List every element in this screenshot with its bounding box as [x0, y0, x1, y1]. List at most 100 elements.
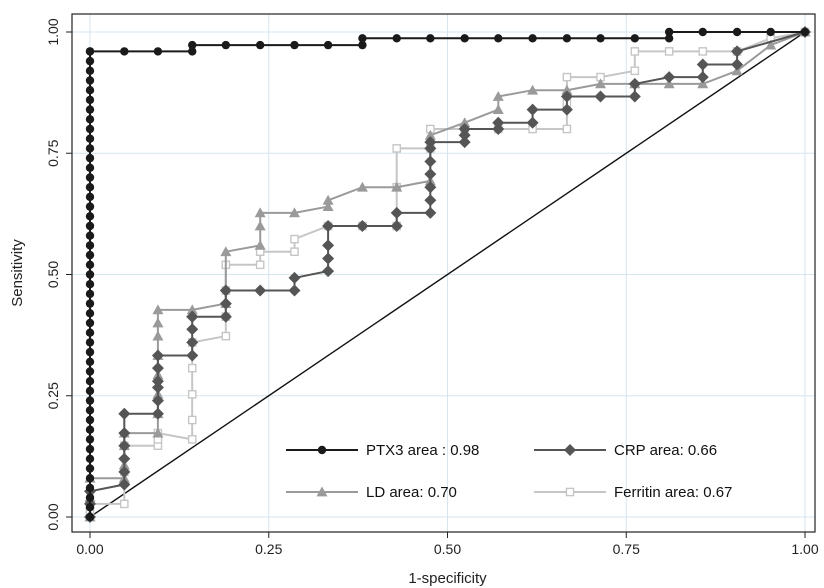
data-point: [800, 27, 810, 37]
data-point: [85, 406, 95, 415]
data-point: [358, 34, 367, 43]
legend-item: LD area: 0.70: [286, 484, 457, 501]
data-point: [152, 427, 164, 438]
data-point: [698, 27, 707, 37]
data-point: [390, 206, 403, 219]
data-point: [85, 56, 95, 66]
data-point: [424, 142, 437, 155]
data-point: [85, 95, 95, 105]
data-point: [322, 252, 335, 265]
x-axis-label: 1-specificity: [408, 570, 487, 587]
data-point: [664, 47, 674, 56]
data-point: [186, 304, 198, 315]
plot-frame: [71, 13, 816, 533]
data-point: [562, 124, 572, 134]
data-point: [458, 129, 471, 142]
data-point: [664, 34, 674, 43]
data-point: [424, 136, 437, 149]
data-point: [698, 47, 708, 56]
data-point: [118, 452, 131, 465]
data-point: [696, 58, 709, 71]
data-point: [85, 425, 95, 434]
data-point: [630, 47, 640, 56]
data-point: [85, 377, 95, 386]
data-point: [221, 40, 231, 50]
data-point: [151, 407, 164, 420]
data-point: [152, 330, 164, 341]
data-point: [595, 78, 607, 89]
data-point: [254, 284, 267, 297]
data-point: [85, 231, 95, 240]
data-point: [85, 512, 95, 522]
data-point: [85, 221, 95, 231]
data-point: [85, 435, 95, 444]
data-point: [85, 309, 95, 318]
data-point: [85, 212, 95, 221]
data-point: [492, 104, 504, 114]
data-point: [85, 357, 95, 366]
data-point: [562, 34, 572, 43]
data-point: [731, 45, 744, 58]
legend-item: Ferritin area: 0.67: [534, 484, 732, 501]
data-point: [322, 239, 335, 252]
data-point: [664, 27, 674, 37]
data-point: [186, 310, 199, 323]
data-point: [118, 465, 131, 478]
x-tick-label: 1.00: [791, 541, 818, 557]
y-axis-label: Sensitivity: [9, 239, 26, 307]
data-point: [85, 163, 95, 172]
data-point: [85, 454, 95, 463]
data-point: [254, 220, 266, 231]
data-point: [219, 284, 232, 297]
data-point: [288, 271, 301, 284]
series-ptx3-area: [85, 27, 810, 522]
legend-item: CRP area: 0.66: [534, 442, 717, 459]
data-point: [85, 124, 95, 134]
data-point: [459, 117, 471, 128]
data-point: [186, 323, 199, 336]
data-point: [85, 241, 95, 250]
data-point: [424, 168, 437, 181]
legend-label: PTX3 area : 0.98: [366, 442, 479, 459]
data-point: [85, 260, 95, 269]
data-point: [288, 207, 300, 218]
data-point: [391, 181, 403, 192]
data-point: [151, 375, 164, 388]
data-point: [323, 40, 333, 50]
data-point: [85, 76, 95, 85]
x-tick-label: 0.50: [434, 541, 461, 557]
data-point: [494, 34, 503, 43]
legend-marker: [316, 486, 328, 497]
data-point: [85, 134, 95, 143]
data-point: [85, 289, 95, 299]
data-point: [528, 34, 537, 43]
data-point: [118, 478, 131, 491]
data-point: [187, 363, 197, 373]
data-point: [628, 77, 641, 90]
data-point: [221, 331, 231, 341]
data-point: [85, 153, 95, 163]
series-layer: [84, 26, 811, 523]
x-tick-label: 0.25: [255, 541, 282, 557]
x-tick-label: 0.75: [613, 541, 640, 557]
data-point: [85, 173, 95, 182]
data-point: [561, 84, 573, 95]
data-point: [322, 194, 334, 205]
data-point: [85, 318, 95, 328]
data-point: [356, 181, 368, 192]
data-point: [766, 27, 775, 37]
data-point: [696, 71, 709, 84]
data-point: [186, 336, 199, 349]
data-point: [152, 304, 164, 315]
data-point: [187, 435, 197, 444]
data-point: [358, 40, 367, 50]
data-point: [255, 260, 265, 270]
data-point: [85, 415, 95, 425]
data-point: [118, 407, 131, 420]
data-point: [732, 27, 742, 37]
data-point: [392, 34, 401, 43]
data-point: [85, 503, 95, 512]
data-point: [85, 367, 95, 376]
data-point: [460, 34, 469, 43]
y-tick-label: 0.50: [45, 261, 61, 288]
